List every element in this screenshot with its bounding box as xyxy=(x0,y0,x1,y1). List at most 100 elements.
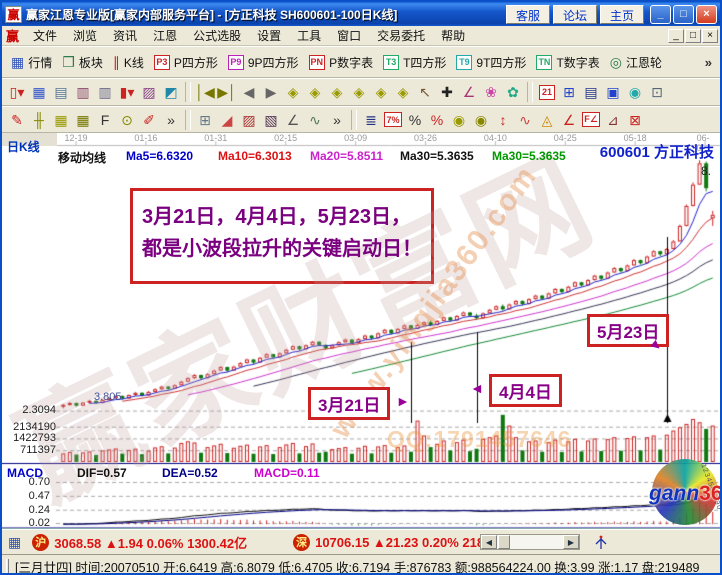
info-doc-icon[interactable]: ▤ xyxy=(50,82,72,103)
p-square-button[interactable]: P3 P四方形 xyxy=(149,52,223,73)
percent-band-icon[interactable]: 7% xyxy=(382,109,404,130)
scroll-thumb[interactable] xyxy=(498,535,510,549)
scroll-right-icon[interactable]: ▶ xyxy=(563,535,579,549)
angle-line-icon[interactable]: ∠ xyxy=(282,109,304,130)
fib-grid-icon[interactable]: F xyxy=(94,109,116,130)
legend-title: 移动均线 xyxy=(58,151,107,165)
fan-lines-icon[interactable]: ◢ xyxy=(216,109,238,130)
t-square-button[interactable]: T3 T四方形 xyxy=(378,52,451,73)
stats-table-icon[interactable]: ≣ xyxy=(360,109,382,130)
price-note-label: 3.805 xyxy=(94,391,122,403)
mdi-close-button[interactable]: × xyxy=(702,28,718,43)
p-number-button[interactable]: PN P数字表 xyxy=(304,52,379,73)
menu-item-帮助[interactable]: 帮助 xyxy=(441,29,466,43)
sector-button[interactable]: ❒ 板块 xyxy=(57,52,108,73)
notebook-icon[interactable]: ▤ xyxy=(580,82,602,103)
menu-item-资讯[interactable]: 资讯 xyxy=(113,29,138,43)
hand-tool-icon[interactable]: ↖ xyxy=(414,82,436,103)
prev-icon[interactable]: ◀ xyxy=(238,82,260,103)
save-icon[interactable]: ▣ xyxy=(602,82,624,103)
maximize-button[interactable]: □ xyxy=(673,4,694,24)
t-number-button[interactable]: TN T数字表 xyxy=(531,52,604,73)
percent-icon[interactable]: % xyxy=(404,109,426,130)
kline-tab[interactable]: 日K线 xyxy=(7,140,40,154)
wave-icon[interactable]: ∿ xyxy=(514,109,536,130)
mini-chart3-icon[interactable]: ▥ xyxy=(72,82,94,103)
overflow-1[interactable]: » xyxy=(160,109,182,130)
menu-item-工具[interactable]: 工具 xyxy=(297,29,322,43)
titlebar-button-2[interactable]: 论坛 xyxy=(552,4,597,24)
measure-icon[interactable]: ∠ xyxy=(458,82,480,103)
box-red-icon[interactable]: ⊠ xyxy=(624,109,646,130)
quote-button[interactable]: ▦ 行情 xyxy=(6,52,57,73)
p9-square-icon: P9 xyxy=(227,54,244,70)
gold-angle-icon[interactable]: ◬ xyxy=(536,109,558,130)
draw-pen-icon[interactable]: ✎ xyxy=(6,109,28,130)
gann-grid-icon[interactable]: ╫ xyxy=(28,109,50,130)
gold-circle-icon[interactable]: ◉ xyxy=(448,109,470,130)
wave-line-icon[interactable]: ∿ xyxy=(304,109,326,130)
web-icon[interactable]: ◉ xyxy=(624,82,646,103)
p9-square-button[interactable]: P9 9P四方形 xyxy=(223,52,304,73)
candle-period-icon[interactable]: ▮▾ xyxy=(116,82,138,103)
quote-icon: ▦ xyxy=(11,54,25,70)
flower-icon[interactable]: ❀ xyxy=(480,82,502,103)
pattern-box-icon[interactable]: ▨ xyxy=(238,109,260,130)
first-page-icon[interactable]: │◀ xyxy=(194,82,216,103)
titlebar-button-3[interactable]: 主页 xyxy=(599,4,644,24)
menu-item-浏览[interactable]: 浏览 xyxy=(73,29,98,43)
minimize-button[interactable]: _ xyxy=(650,4,671,24)
mdi-minimize-button[interactable]: _ xyxy=(668,28,684,43)
net-icon[interactable]: ✿ xyxy=(502,82,524,103)
gold-line-icon[interactable]: ◉ xyxy=(470,109,492,130)
gold-grid-icon[interactable]: ▦ xyxy=(50,109,72,130)
calendar-icon[interactable]: 21 xyxy=(536,82,558,103)
scroll-left-icon[interactable]: ◀ xyxy=(481,535,497,549)
app-icon: 赢 xyxy=(5,5,22,23)
kline-style-icon[interactable]: ▯▾ xyxy=(6,82,28,103)
gann-diamond-left-icon[interactable]: ◈ xyxy=(282,82,304,103)
angle-red-icon[interactable]: ∠ xyxy=(558,109,580,130)
crosshair-icon[interactable]: ✚ xyxy=(436,82,458,103)
menu-item-设置[interactable]: 设置 xyxy=(257,29,282,43)
overflow-2[interactable]: » xyxy=(326,109,348,130)
percent-red-icon[interactable]: % xyxy=(426,109,448,130)
color-flag-icon[interactable]: ◩ xyxy=(160,82,182,103)
brush-icon[interactable]: ✐ xyxy=(138,109,160,130)
f-angle-icon[interactable]: F∠ xyxy=(580,109,602,130)
gann-diamond-right-icon[interactable]: ◈ xyxy=(304,82,326,103)
menu-item-窗口[interactable]: 窗口 xyxy=(337,29,362,43)
menu-item-江恩[interactable]: 江恩 xyxy=(153,29,178,43)
t9-square-button[interactable]: T9 9T四方形 xyxy=(451,52,531,73)
gann-diamond-star-icon[interactable]: ◈ xyxy=(370,82,392,103)
circle-tool-icon[interactable]: ⊙ xyxy=(116,109,138,130)
gann-diamond-double-icon[interactable]: ◈ xyxy=(392,82,414,103)
screen-mode-icon[interactable]: ▦ xyxy=(28,82,50,103)
pattern-box2-icon[interactable]: ▧ xyxy=(260,109,282,130)
mini-chart9-icon[interactable]: ▥ xyxy=(94,82,116,103)
trend-angle-icon[interactable]: ⊿ xyxy=(602,109,624,130)
gold-grid2-icon[interactable]: ▦ xyxy=(72,109,94,130)
price-arrow-icon[interactable]: ↕ xyxy=(492,109,514,130)
quote-grid-icon[interactable]: ▦ xyxy=(8,533,22,550)
last-page-icon[interactable]: ▶│ xyxy=(216,82,238,103)
titlebar-button-1[interactable]: 客服 xyxy=(505,4,550,24)
shanghai-quote: 3068.58 ▲1.94 0.06% 1300.42亿 xyxy=(54,535,248,551)
gann-diamond-up-icon[interactable]: ◈ xyxy=(326,82,348,103)
box-tool-icon[interactable]: ⊞ xyxy=(194,109,216,130)
pattern-icon[interactable]: ▨ xyxy=(138,82,160,103)
horizontal-scrollbar[interactable]: ◀ ▶ xyxy=(480,534,580,550)
calculator-icon[interactable]: ⊞ xyxy=(558,82,580,103)
kline-button[interactable]: ∥ K线 xyxy=(108,52,149,73)
next-icon[interactable]: ▶ xyxy=(260,82,282,103)
menu-item-公式选股[interactable]: 公式选股 xyxy=(193,29,242,43)
gann-diamond-cross-icon[interactable]: ◈ xyxy=(348,82,370,103)
print-icon[interactable]: ⊡ xyxy=(646,82,668,103)
mdi-restore-button[interactable]: □ xyxy=(685,28,701,43)
close-button[interactable]: × xyxy=(696,4,717,24)
toolbar1-overflow-icon[interactable]: » xyxy=(704,54,712,70)
gann-wheel-button[interactable]: ◎ 江恩轮 xyxy=(605,52,667,73)
scroll-track[interactable] xyxy=(510,535,563,549)
menu-item-交易委托[interactable]: 交易委托 xyxy=(377,29,426,43)
menu-item-文件[interactable]: 文件 xyxy=(33,29,58,43)
